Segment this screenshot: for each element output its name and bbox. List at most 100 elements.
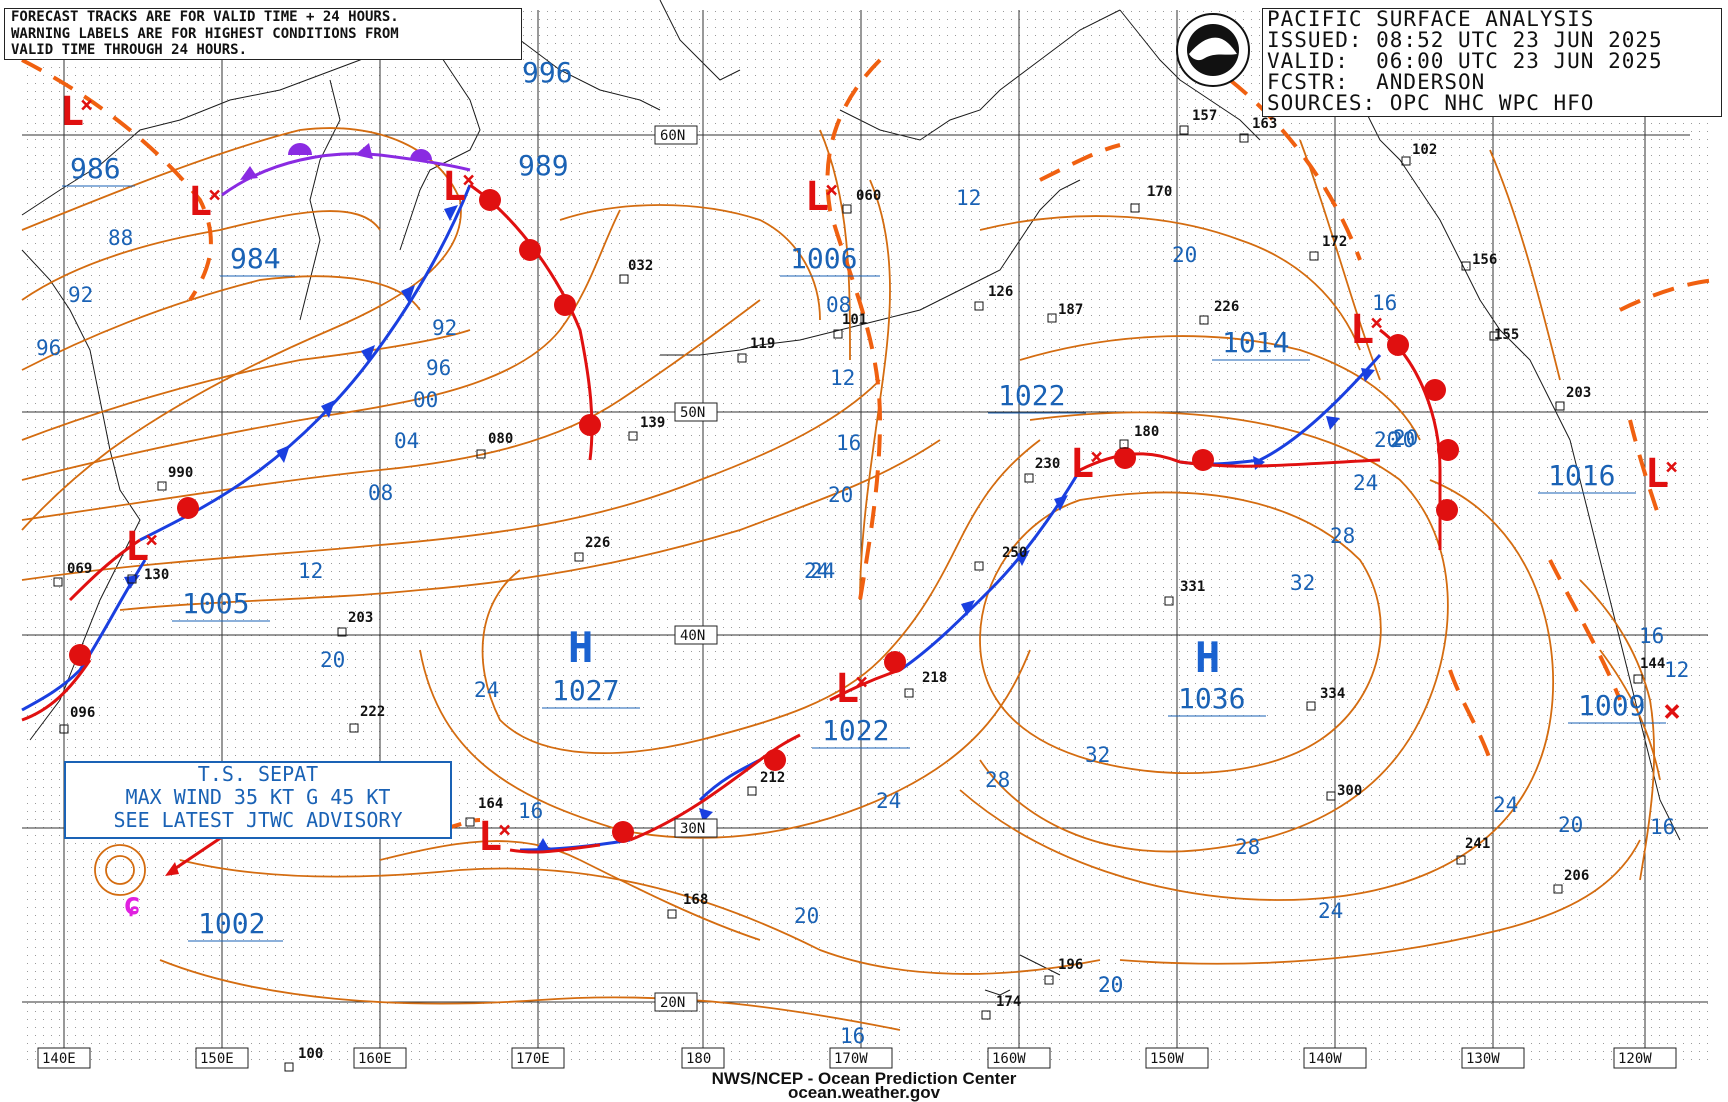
svg-text:20: 20 — [1098, 973, 1123, 997]
analysis-title: PACIFIC SURFACE ANALYSIS — [1267, 7, 1595, 31]
svg-text:164: 164 — [478, 796, 503, 812]
center-pressure-label: 989 — [518, 149, 569, 182]
svg-text:160E: 160E — [358, 1051, 392, 1067]
svg-text:92: 92 — [68, 283, 93, 307]
svg-text:24: 24 — [1493, 793, 1518, 817]
svg-text:130W: 130W — [1466, 1051, 1500, 1067]
svg-text:24: 24 — [1353, 471, 1378, 495]
svg-text:331: 331 — [1180, 579, 1205, 595]
low-symbol: L × — [1070, 441, 1103, 487]
storm-advisory: SEE LATEST JTWC ADVISORY — [113, 808, 403, 832]
svg-text:24: 24 — [804, 559, 829, 583]
svg-text:24: 24 — [876, 789, 901, 813]
svg-text:130: 130 — [144, 567, 169, 583]
footer-credit: NWS/NCEP - Ocean Prediction Center — [711, 1069, 1017, 1088]
svg-text:ɕ: ɕ — [123, 887, 141, 922]
forecaster: FCSTR: ANDERSON — [1267, 70, 1486, 94]
svg-text:187: 187 — [1058, 302, 1083, 318]
tropical-storm-box: T.S. SEPAT MAX WIND 35 KT G 45 KT SEE LA… — [64, 761, 452, 839]
svg-text:230: 230 — [1035, 456, 1060, 472]
svg-text:180: 180 — [686, 1051, 711, 1067]
center-pressure-label: 1022 — [998, 379, 1065, 412]
svg-text:L: L — [478, 814, 502, 860]
svg-text:170: 170 — [1147, 184, 1172, 200]
svg-text:L: L — [188, 179, 212, 225]
svg-text:334: 334 — [1320, 686, 1345, 702]
center-pressure-label: 1006 — [790, 242, 857, 275]
svg-text:196: 196 — [1058, 957, 1083, 973]
svg-text:L: L — [805, 174, 829, 220]
center-pressure-label: 1002 — [198, 907, 265, 940]
svg-text:170E: 170E — [516, 1051, 550, 1067]
svg-text:92: 92 — [432, 316, 457, 340]
valid-time: VALID: 06:00 UTC 23 JUN 2025 — [1267, 49, 1663, 73]
svg-text:150W: 150W — [1150, 1051, 1184, 1067]
pressure-symbols: L × L × L × L × L × L × L × L × — [60, 89, 1681, 860]
low-symbol: L × — [835, 666, 868, 712]
svg-text:222: 222 — [360, 704, 385, 720]
svg-text:×: × — [208, 183, 221, 208]
isobars — [21, 64, 1661, 1031]
svg-text:12: 12 — [830, 366, 855, 390]
svg-text:×: × — [80, 93, 93, 118]
svg-text:101: 101 — [842, 312, 867, 328]
svg-text:16: 16 — [836, 431, 861, 455]
note-line: VALID TIME THROUGH 24 HOURS. — [11, 42, 248, 58]
svg-text:30N: 30N — [680, 821, 705, 837]
svg-text:28: 28 — [1330, 524, 1355, 548]
svg-text:20: 20 — [1172, 243, 1197, 267]
svg-text:08: 08 — [368, 481, 393, 505]
svg-text:172: 172 — [1322, 234, 1347, 250]
svg-text:96: 96 — [36, 336, 61, 360]
svg-text:28: 28 — [985, 768, 1010, 792]
svg-text:L: L — [835, 666, 859, 712]
svg-text:100: 100 — [298, 1046, 323, 1062]
svg-text:203: 203 — [348, 610, 373, 626]
svg-text:157: 157 — [1192, 108, 1217, 124]
svg-text:L: L — [60, 89, 84, 135]
svg-text:00: 00 — [413, 388, 438, 412]
low-symbol: L × — [1350, 307, 1383, 353]
svg-text:×: × — [1665, 455, 1678, 480]
low-symbol: L × — [125, 524, 158, 570]
svg-text:218: 218 — [922, 670, 947, 686]
svg-text:32: 32 — [1085, 743, 1110, 767]
svg-text:140E: 140E — [42, 1051, 76, 1067]
svg-text:069: 069 — [67, 561, 92, 577]
svg-text:16: 16 — [840, 1024, 865, 1048]
low-center-x: × — [1663, 694, 1681, 729]
low-symbol: L × — [188, 179, 221, 225]
svg-text:139: 139 — [640, 415, 665, 431]
center-pressure-label: 984 — [230, 242, 281, 275]
footer-link[interactable]: ocean.weather.gov — [787, 1083, 941, 1102]
svg-text:40N: 40N — [680, 628, 705, 644]
svg-text:20: 20 — [1390, 428, 1415, 452]
svg-text:12: 12 — [1664, 658, 1689, 682]
storm-max-wind: MAX WIND 35 KT G 45 KT — [125, 785, 391, 809]
svg-text:20: 20 — [320, 648, 345, 672]
svg-text:20: 20 — [1393, 426, 1418, 450]
center-pressure-label: 1009 — [1578, 689, 1645, 722]
svg-text:20: 20 — [1098, 973, 1123, 997]
svg-text:L: L — [442, 164, 466, 210]
svg-text:24: 24 — [810, 559, 835, 583]
svg-text:×: × — [1370, 311, 1383, 336]
svg-text:50N: 50N — [680, 405, 705, 421]
svg-text:×: × — [498, 818, 511, 843]
analysis-info-box: PACIFIC SURFACE ANALYSIS ISSUED: 08:52 U… — [1262, 8, 1722, 117]
occluded-front — [221, 143, 471, 197]
issued-time: ISSUED: 08:52 UTC 23 JUN 2025 — [1267, 28, 1663, 52]
svg-text:300: 300 — [1337, 783, 1362, 799]
svg-text:174: 174 — [996, 994, 1021, 1010]
svg-text:206: 206 — [1564, 868, 1589, 884]
svg-text:12: 12 — [956, 186, 981, 210]
svg-text:226: 226 — [585, 535, 610, 551]
svg-text:144: 144 — [1640, 656, 1665, 672]
svg-text:×: × — [462, 168, 475, 193]
svg-text:32: 32 — [1290, 571, 1315, 595]
svg-text:226: 226 — [1214, 299, 1239, 315]
svg-text:L: L — [1350, 307, 1374, 353]
center-pressure-label: 1016 — [1548, 459, 1615, 492]
svg-text:102: 102 — [1412, 142, 1437, 158]
